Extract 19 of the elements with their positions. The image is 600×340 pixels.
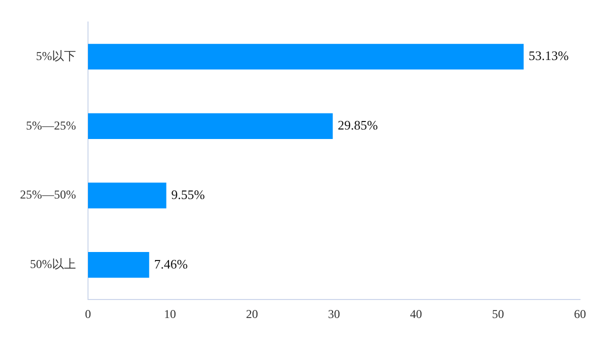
y-tick-label: 50%以上 (30, 257, 76, 272)
y-tick-label: 25%—50% (20, 188, 76, 202)
y-tick-label: 5%以下 (36, 48, 76, 63)
x-tick-label: 20 (246, 306, 258, 321)
bar (88, 252, 150, 278)
y-tick-label: 5%—25% (26, 118, 76, 132)
x-tick-label: 50 (492, 306, 504, 321)
bar (88, 44, 524, 70)
x-tick-label: 10 (164, 306, 176, 321)
data-label: 53.13% (528, 48, 569, 64)
x-tick-label: 0 (84, 306, 91, 321)
x-tick-label: 40 (410, 306, 422, 321)
x-tick-label: 60 (574, 306, 586, 321)
data-label: 29.85% (338, 118, 378, 133)
data-label: 7.46% (154, 256, 188, 272)
data-label: 9.55% (171, 186, 206, 202)
x-tick-label: 30 (328, 306, 340, 321)
bar (88, 113, 333, 139)
bar (88, 182, 166, 208)
